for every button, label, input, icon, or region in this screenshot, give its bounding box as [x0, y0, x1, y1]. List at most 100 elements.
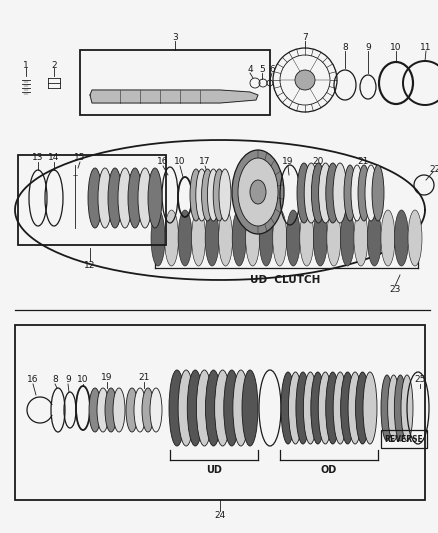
Ellipse shape	[333, 163, 347, 223]
Ellipse shape	[313, 210, 327, 266]
Ellipse shape	[246, 210, 260, 266]
Ellipse shape	[381, 375, 393, 441]
Text: 24: 24	[214, 511, 226, 520]
Ellipse shape	[394, 375, 406, 441]
Ellipse shape	[311, 372, 325, 444]
Ellipse shape	[169, 370, 185, 446]
Text: 4: 4	[247, 66, 253, 75]
Ellipse shape	[333, 372, 347, 444]
Text: REVERSE: REVERSE	[385, 434, 424, 443]
Polygon shape	[90, 90, 258, 103]
Ellipse shape	[259, 210, 273, 266]
Text: 9: 9	[65, 376, 71, 384]
Ellipse shape	[138, 168, 152, 228]
Ellipse shape	[296, 372, 310, 444]
Ellipse shape	[365, 165, 377, 221]
Ellipse shape	[304, 372, 318, 444]
Ellipse shape	[213, 169, 225, 221]
Text: 19: 19	[101, 374, 113, 383]
Text: 5: 5	[259, 66, 265, 75]
Ellipse shape	[311, 163, 325, 223]
Ellipse shape	[348, 372, 362, 444]
Ellipse shape	[340, 210, 354, 266]
Text: 2: 2	[51, 61, 57, 69]
Ellipse shape	[178, 370, 194, 446]
Ellipse shape	[367, 210, 381, 266]
Ellipse shape	[150, 388, 162, 432]
Ellipse shape	[297, 163, 311, 223]
Ellipse shape	[205, 370, 222, 446]
Ellipse shape	[289, 372, 303, 444]
Ellipse shape	[165, 210, 179, 266]
Ellipse shape	[401, 375, 413, 441]
Ellipse shape	[224, 370, 240, 446]
Text: 10: 10	[77, 376, 89, 384]
Text: UD  CLUTCH: UD CLUTCH	[250, 275, 320, 285]
Bar	[381, 430, 427, 448]
Ellipse shape	[363, 372, 377, 444]
Ellipse shape	[304, 163, 318, 223]
Ellipse shape	[351, 165, 363, 221]
Ellipse shape	[178, 210, 192, 266]
Ellipse shape	[273, 210, 287, 266]
Ellipse shape	[300, 210, 314, 266]
Ellipse shape	[134, 388, 146, 432]
Ellipse shape	[215, 370, 231, 446]
Circle shape	[295, 70, 315, 90]
Ellipse shape	[388, 375, 399, 441]
Ellipse shape	[88, 168, 102, 228]
Text: 10: 10	[390, 44, 402, 52]
Bar	[15, 325, 425, 500]
Ellipse shape	[408, 210, 422, 266]
Ellipse shape	[205, 210, 219, 266]
Text: 8: 8	[342, 44, 348, 52]
Ellipse shape	[381, 210, 395, 266]
Text: 13: 13	[32, 154, 44, 163]
Ellipse shape	[89, 388, 101, 432]
Ellipse shape	[356, 372, 370, 444]
Text: 8: 8	[52, 376, 58, 384]
Ellipse shape	[208, 169, 219, 221]
Text: 10: 10	[174, 157, 186, 166]
Text: 16: 16	[157, 157, 169, 166]
Text: 20: 20	[312, 157, 324, 166]
Text: OD: OD	[321, 465, 337, 475]
Ellipse shape	[326, 372, 340, 444]
Ellipse shape	[105, 388, 117, 432]
Text: UD: UD	[206, 465, 222, 475]
Ellipse shape	[196, 370, 212, 446]
Ellipse shape	[201, 169, 214, 221]
Ellipse shape	[232, 150, 284, 234]
Ellipse shape	[151, 210, 165, 266]
Ellipse shape	[232, 210, 246, 266]
Ellipse shape	[395, 210, 409, 266]
Text: 18: 18	[247, 157, 259, 166]
Ellipse shape	[372, 165, 384, 221]
Text: 14: 14	[48, 154, 60, 163]
Ellipse shape	[148, 168, 162, 228]
Ellipse shape	[344, 165, 356, 221]
Ellipse shape	[318, 372, 332, 444]
Ellipse shape	[187, 370, 203, 446]
Ellipse shape	[113, 388, 125, 432]
Ellipse shape	[97, 388, 109, 432]
Text: 1: 1	[23, 61, 29, 69]
Text: 6: 6	[269, 66, 275, 75]
Ellipse shape	[341, 372, 355, 444]
Text: 12: 12	[84, 261, 95, 270]
Ellipse shape	[318, 163, 332, 223]
Text: 21: 21	[357, 157, 369, 166]
Ellipse shape	[358, 165, 370, 221]
Ellipse shape	[281, 372, 295, 444]
Ellipse shape	[191, 210, 205, 266]
Ellipse shape	[126, 388, 138, 432]
Ellipse shape	[286, 210, 300, 266]
Ellipse shape	[233, 370, 249, 446]
Ellipse shape	[142, 388, 154, 432]
Text: 23: 23	[389, 286, 401, 295]
Ellipse shape	[196, 169, 208, 221]
Text: 25: 25	[414, 376, 426, 384]
Ellipse shape	[219, 169, 231, 221]
Text: 9: 9	[365, 44, 371, 52]
Bar	[18, 155, 166, 245]
